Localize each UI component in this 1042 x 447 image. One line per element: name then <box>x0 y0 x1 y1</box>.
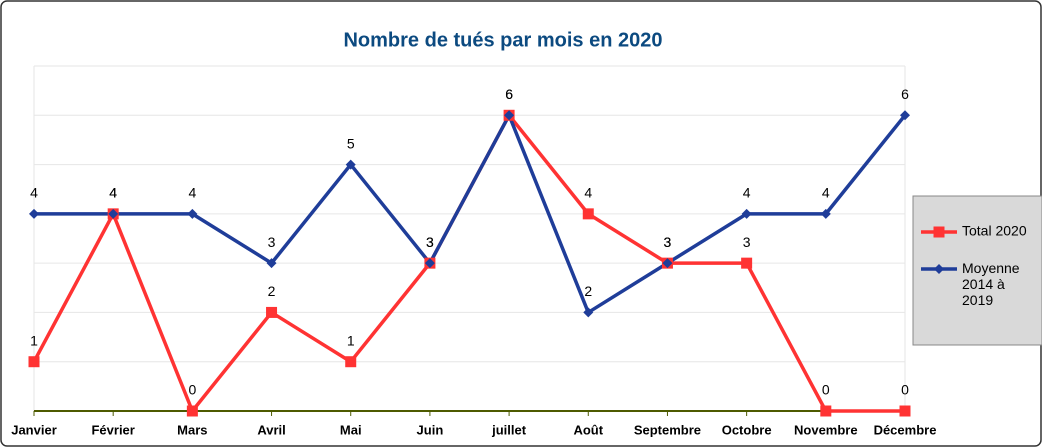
data-point <box>820 208 831 219</box>
data-label: 3 <box>426 234 434 250</box>
x-tick-label: Octobre <box>722 422 772 437</box>
data-label: 3 <box>664 234 672 250</box>
data-point <box>345 159 356 170</box>
series-line <box>34 113 907 315</box>
data-point <box>583 307 594 318</box>
data-label: 6 <box>505 86 513 102</box>
x-tick-label: Novembre <box>794 422 858 437</box>
data-point <box>186 405 198 417</box>
data-label: 0 <box>901 382 909 398</box>
legend-swatch <box>933 226 945 238</box>
data-label: 1 <box>30 332 38 348</box>
x-tick-label: Avril <box>257 422 285 437</box>
legend-label: Moyenne 2014 à 2019 <box>962 260 1020 308</box>
x-tick-label: Mars <box>177 422 207 437</box>
legend-swatch <box>934 264 944 274</box>
data-point <box>741 208 752 219</box>
data-label: 3 <box>426 234 434 250</box>
data-point <box>108 208 119 219</box>
data-point <box>266 258 277 269</box>
data-label: 4 <box>743 185 751 201</box>
data-point <box>187 208 198 219</box>
data-label: 6 <box>505 86 513 102</box>
data-label: 3 <box>268 234 276 250</box>
chart-title: Nombre de tués par mois en 2020 <box>343 29 662 51</box>
data-label: 4 <box>822 185 830 201</box>
data-point <box>504 110 515 121</box>
data-point <box>266 306 278 318</box>
x-tick-label: Février <box>91 422 134 437</box>
data-point <box>424 258 435 269</box>
x-tick-label: Septembre <box>634 422 701 437</box>
data-label: 4 <box>584 185 592 201</box>
data-point <box>29 208 39 219</box>
x-tick-label: juillet <box>491 422 527 437</box>
data-label: 0 <box>188 382 196 398</box>
legend-label: Total 2020 <box>962 223 1027 239</box>
data-label: 1 <box>347 332 355 348</box>
data-label: 5 <box>347 135 355 151</box>
data-label: 4 <box>188 185 196 201</box>
data-point <box>820 405 832 417</box>
data-point <box>345 356 357 368</box>
x-tick-label: Mai <box>340 422 362 437</box>
data-point <box>741 257 753 269</box>
x-tick-label: Juin <box>417 422 444 437</box>
data-label: 3 <box>664 234 672 250</box>
data-label: 0 <box>822 382 830 398</box>
data-label: 4 <box>109 185 117 201</box>
data-label: 2 <box>584 283 592 299</box>
data-label: 4 <box>109 185 117 201</box>
x-tick-label: Août <box>573 422 603 437</box>
data-point <box>582 208 594 220</box>
data-label: 4 <box>30 185 38 201</box>
data-label: 6 <box>901 86 909 102</box>
x-tick-label: Janvier <box>11 422 57 437</box>
data-point <box>899 405 911 417</box>
data-label: 2 <box>268 283 276 299</box>
data-point <box>900 110 910 121</box>
data-point <box>662 258 673 269</box>
data-point <box>28 356 40 368</box>
x-tick-label: Décembre <box>874 422 937 437</box>
data-label: 3 <box>743 234 751 250</box>
